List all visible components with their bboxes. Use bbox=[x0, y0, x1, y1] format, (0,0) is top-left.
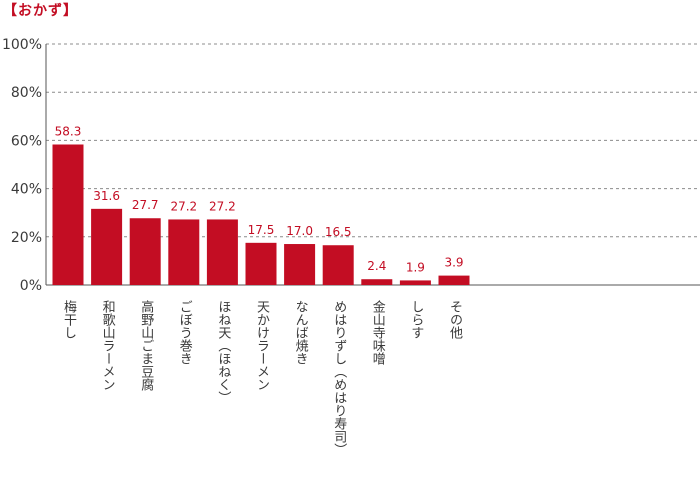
data-label: 3.9 bbox=[444, 256, 463, 270]
y-tick-label: 0% bbox=[20, 278, 42, 294]
bar bbox=[168, 219, 200, 285]
bar bbox=[245, 242, 277, 285]
y-tick-label: 20% bbox=[11, 230, 42, 246]
bar bbox=[361, 279, 393, 285]
data-label: 27.2 bbox=[170, 199, 197, 213]
bar bbox=[129, 218, 161, 285]
data-label: 16.5 bbox=[325, 225, 352, 239]
bar bbox=[322, 245, 354, 285]
x-tick-label: 梅干し bbox=[61, 300, 76, 339]
x-tick-label: 天かけラーメン bbox=[254, 300, 269, 391]
x-tick-label: 高野山ごま豆腐 bbox=[138, 300, 154, 391]
x-tick-label: しらす bbox=[408, 300, 424, 339]
chart-title: 【おかず】 bbox=[3, 3, 78, 19]
x-tick-label: 和歌山ラーメン bbox=[99, 300, 115, 391]
data-label: 17.0 bbox=[286, 224, 313, 238]
x-tick-label: 金山寺味噌 bbox=[369, 300, 385, 365]
bar bbox=[438, 275, 470, 285]
data-label: 2.4 bbox=[367, 259, 386, 273]
data-label: 27.2 bbox=[209, 199, 236, 213]
y-tick-label: 80% bbox=[11, 85, 42, 101]
data-label: 58.3 bbox=[55, 124, 82, 138]
x-tick-label: めはりずし（めはり寿司） bbox=[331, 300, 347, 456]
data-label: 17.5 bbox=[248, 223, 275, 237]
data-label: 1.9 bbox=[406, 260, 425, 274]
x-tick-label: その他 bbox=[447, 300, 462, 339]
x-tick-label: なんば焼き bbox=[292, 300, 308, 365]
bar bbox=[399, 280, 431, 285]
x-tick-label: ほね天（ほねく） bbox=[215, 300, 231, 404]
bar bbox=[52, 144, 84, 285]
y-tick-label: 40% bbox=[11, 182, 42, 198]
y-tick-label: 100% bbox=[2, 37, 42, 53]
x-tick-label: ごぼう巻き bbox=[176, 300, 192, 365]
bar bbox=[284, 244, 316, 285]
data-label: 27.7 bbox=[132, 198, 159, 212]
data-label: 31.6 bbox=[93, 189, 120, 203]
bar bbox=[91, 208, 123, 285]
y-tick-label: 60% bbox=[11, 133, 42, 149]
bar bbox=[206, 219, 238, 285]
